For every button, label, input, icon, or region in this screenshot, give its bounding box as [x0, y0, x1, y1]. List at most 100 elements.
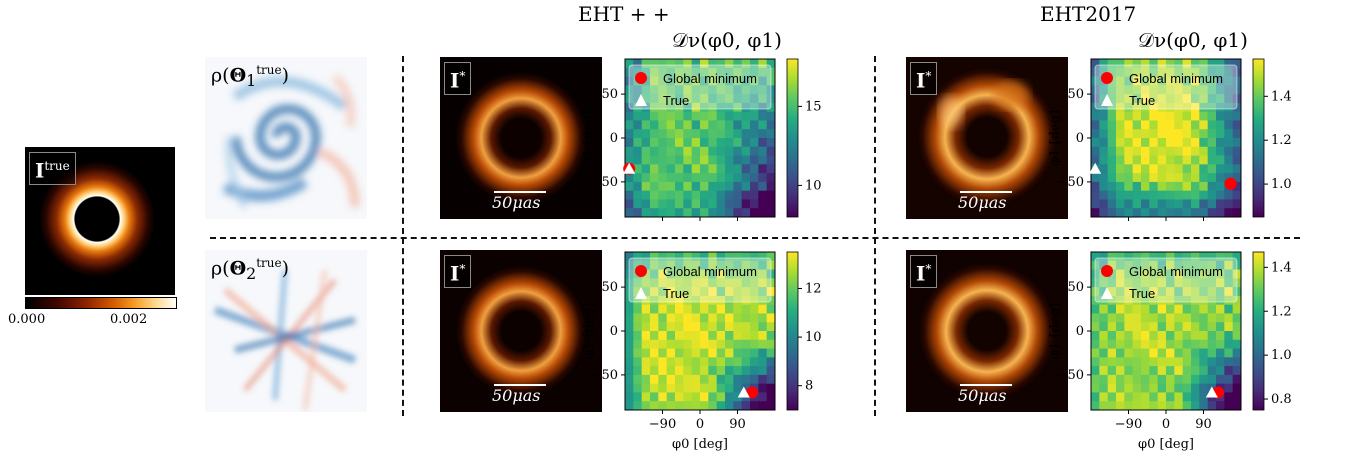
heatmap-cell: [1191, 374, 1200, 385]
heatmap-cell: [1107, 287, 1117, 297]
vertical-divider-right: [874, 56, 876, 416]
heatmap-cell: [1141, 348, 1150, 358]
heatmap-cell: [658, 260, 668, 270]
heatmap-cell: [641, 313, 651, 323]
heatmap-cell: [650, 155, 659, 165]
heatmap-cell: [1199, 260, 1209, 270]
heatmap-cell: [758, 252, 768, 262]
heatmap-cell: [683, 366, 693, 376]
heatmap-cell: [1207, 164, 1217, 174]
heatmap-cell: [708, 138, 718, 148]
heatmap-cell: [733, 295, 743, 306]
heatmap-cell: [1132, 374, 1142, 385]
heatmap-cell: [1216, 348, 1225, 358]
heatmap-cell: [758, 295, 768, 306]
scale-bar: [960, 384, 1012, 386]
heatmap-cell: [1174, 173, 1184, 183]
heatmap-cell: [683, 339, 693, 349]
heatmap-cell: [700, 260, 709, 270]
heatmap-cell: [1141, 138, 1150, 148]
heatmap-cell: [1216, 269, 1225, 279]
heatmap-cell: [1116, 208, 1125, 218]
heatmap-cell: [1157, 269, 1167, 279]
legend-true-label: True: [1129, 286, 1155, 301]
heatmap-cell: [675, 155, 684, 165]
legend-global-min-marker: [1101, 265, 1113, 277]
x-tick-label: 90: [729, 417, 746, 432]
heatmap-cell: [1232, 401, 1242, 411]
heatmap-cell: [691, 208, 701, 218]
heatmap-cell: [1216, 313, 1225, 323]
heatmap-cell: [750, 331, 759, 341]
heatmap-cell: [1132, 322, 1142, 332]
heatmap-cell: [708, 366, 718, 376]
heatmap-cell: [716, 313, 726, 323]
heatmap-cell: [1216, 287, 1225, 297]
heatmap-cell: [1232, 313, 1242, 323]
legend-global-min-label: Global minimum: [663, 264, 757, 279]
heatmap-cell: [1107, 374, 1117, 385]
heatmap-cell: [625, 304, 634, 314]
heatmap-cell: [1132, 287, 1142, 297]
heatmap-cell: [1091, 322, 1100, 332]
heatmap-cell: [750, 366, 759, 376]
heatmap-cell: [1091, 401, 1100, 411]
heatmap-cell: [1166, 366, 1175, 376]
heatmap-cell: [1174, 269, 1184, 279]
heatmap-cell: [683, 102, 693, 113]
heatmap-cell: [1141, 76, 1150, 86]
heatmap-cell: [666, 304, 676, 314]
heatmap-cell: [716, 269, 726, 279]
heatmap-cell: [675, 190, 684, 200]
heatmap-cell: [1124, 155, 1134, 165]
heatmap-cell: [716, 339, 726, 349]
heatmap-cell: [1182, 295, 1192, 306]
scale-label: 50μas: [958, 386, 1007, 405]
heatmap-cell: [766, 339, 776, 349]
heatmap-cell: [708, 383, 718, 393]
heatmap-cell: [1207, 138, 1217, 148]
heatmap-cell: [675, 85, 684, 95]
heatmap-cell: [666, 181, 676, 192]
heatmap-panel-eht-plus-1: Global minimum True 50 0 −50 φ1 [deg] 15 10: [570, 57, 840, 237]
heatmap-cell: [1099, 392, 1109, 402]
heatmap-cell: [1216, 164, 1225, 174]
heatmap-cell: [666, 76, 676, 86]
heatmap-cell: [758, 304, 768, 314]
heatmap-cell: [641, 102, 651, 113]
heatmap-cell: [1191, 190, 1200, 200]
heatmap-cell: [1132, 111, 1142, 121]
heatmap-cell: [1166, 348, 1175, 358]
heatmap-cell: [1174, 260, 1184, 270]
heatmap-cell: [1124, 348, 1134, 358]
heatmap-cell: [758, 67, 768, 77]
heatmap-cell: [691, 348, 701, 358]
heatmap-cell: [758, 260, 768, 270]
heatmap-cell: [650, 322, 659, 332]
heatmap-cell: [658, 208, 668, 218]
rho-label-1: ρ(Θ1true): [211, 63, 290, 91]
heatmap-cell: [683, 190, 693, 200]
heatmap-cell: [1141, 304, 1150, 314]
heatmap-cell: [1116, 304, 1125, 314]
heatmap-cell: [1141, 208, 1150, 218]
heatmap-cell: [1091, 155, 1100, 165]
heatmap-cell: [708, 392, 718, 402]
heatmap-cell: [658, 67, 668, 77]
heatmap-cell: [650, 208, 659, 218]
heatmap-cell: [741, 287, 751, 297]
heatmap-cell: [1166, 401, 1175, 411]
y-tick-label: 50: [601, 280, 618, 295]
heatmap-cell: [766, 401, 776, 411]
heatmap-cell: [1166, 269, 1175, 279]
heatmap-cell: [675, 287, 684, 297]
heatmap-cell: [716, 383, 726, 393]
heatmap-cell: [675, 94, 684, 104]
heatmap-cell: [741, 383, 751, 393]
heatmap-cell: [675, 120, 684, 130]
heatmap-cell: [766, 208, 776, 218]
heatmap-cell: [658, 295, 668, 306]
heatmap-cell: [1157, 374, 1167, 385]
heatmap-cell: [1149, 164, 1159, 174]
heatmap-cell: [1174, 322, 1184, 332]
